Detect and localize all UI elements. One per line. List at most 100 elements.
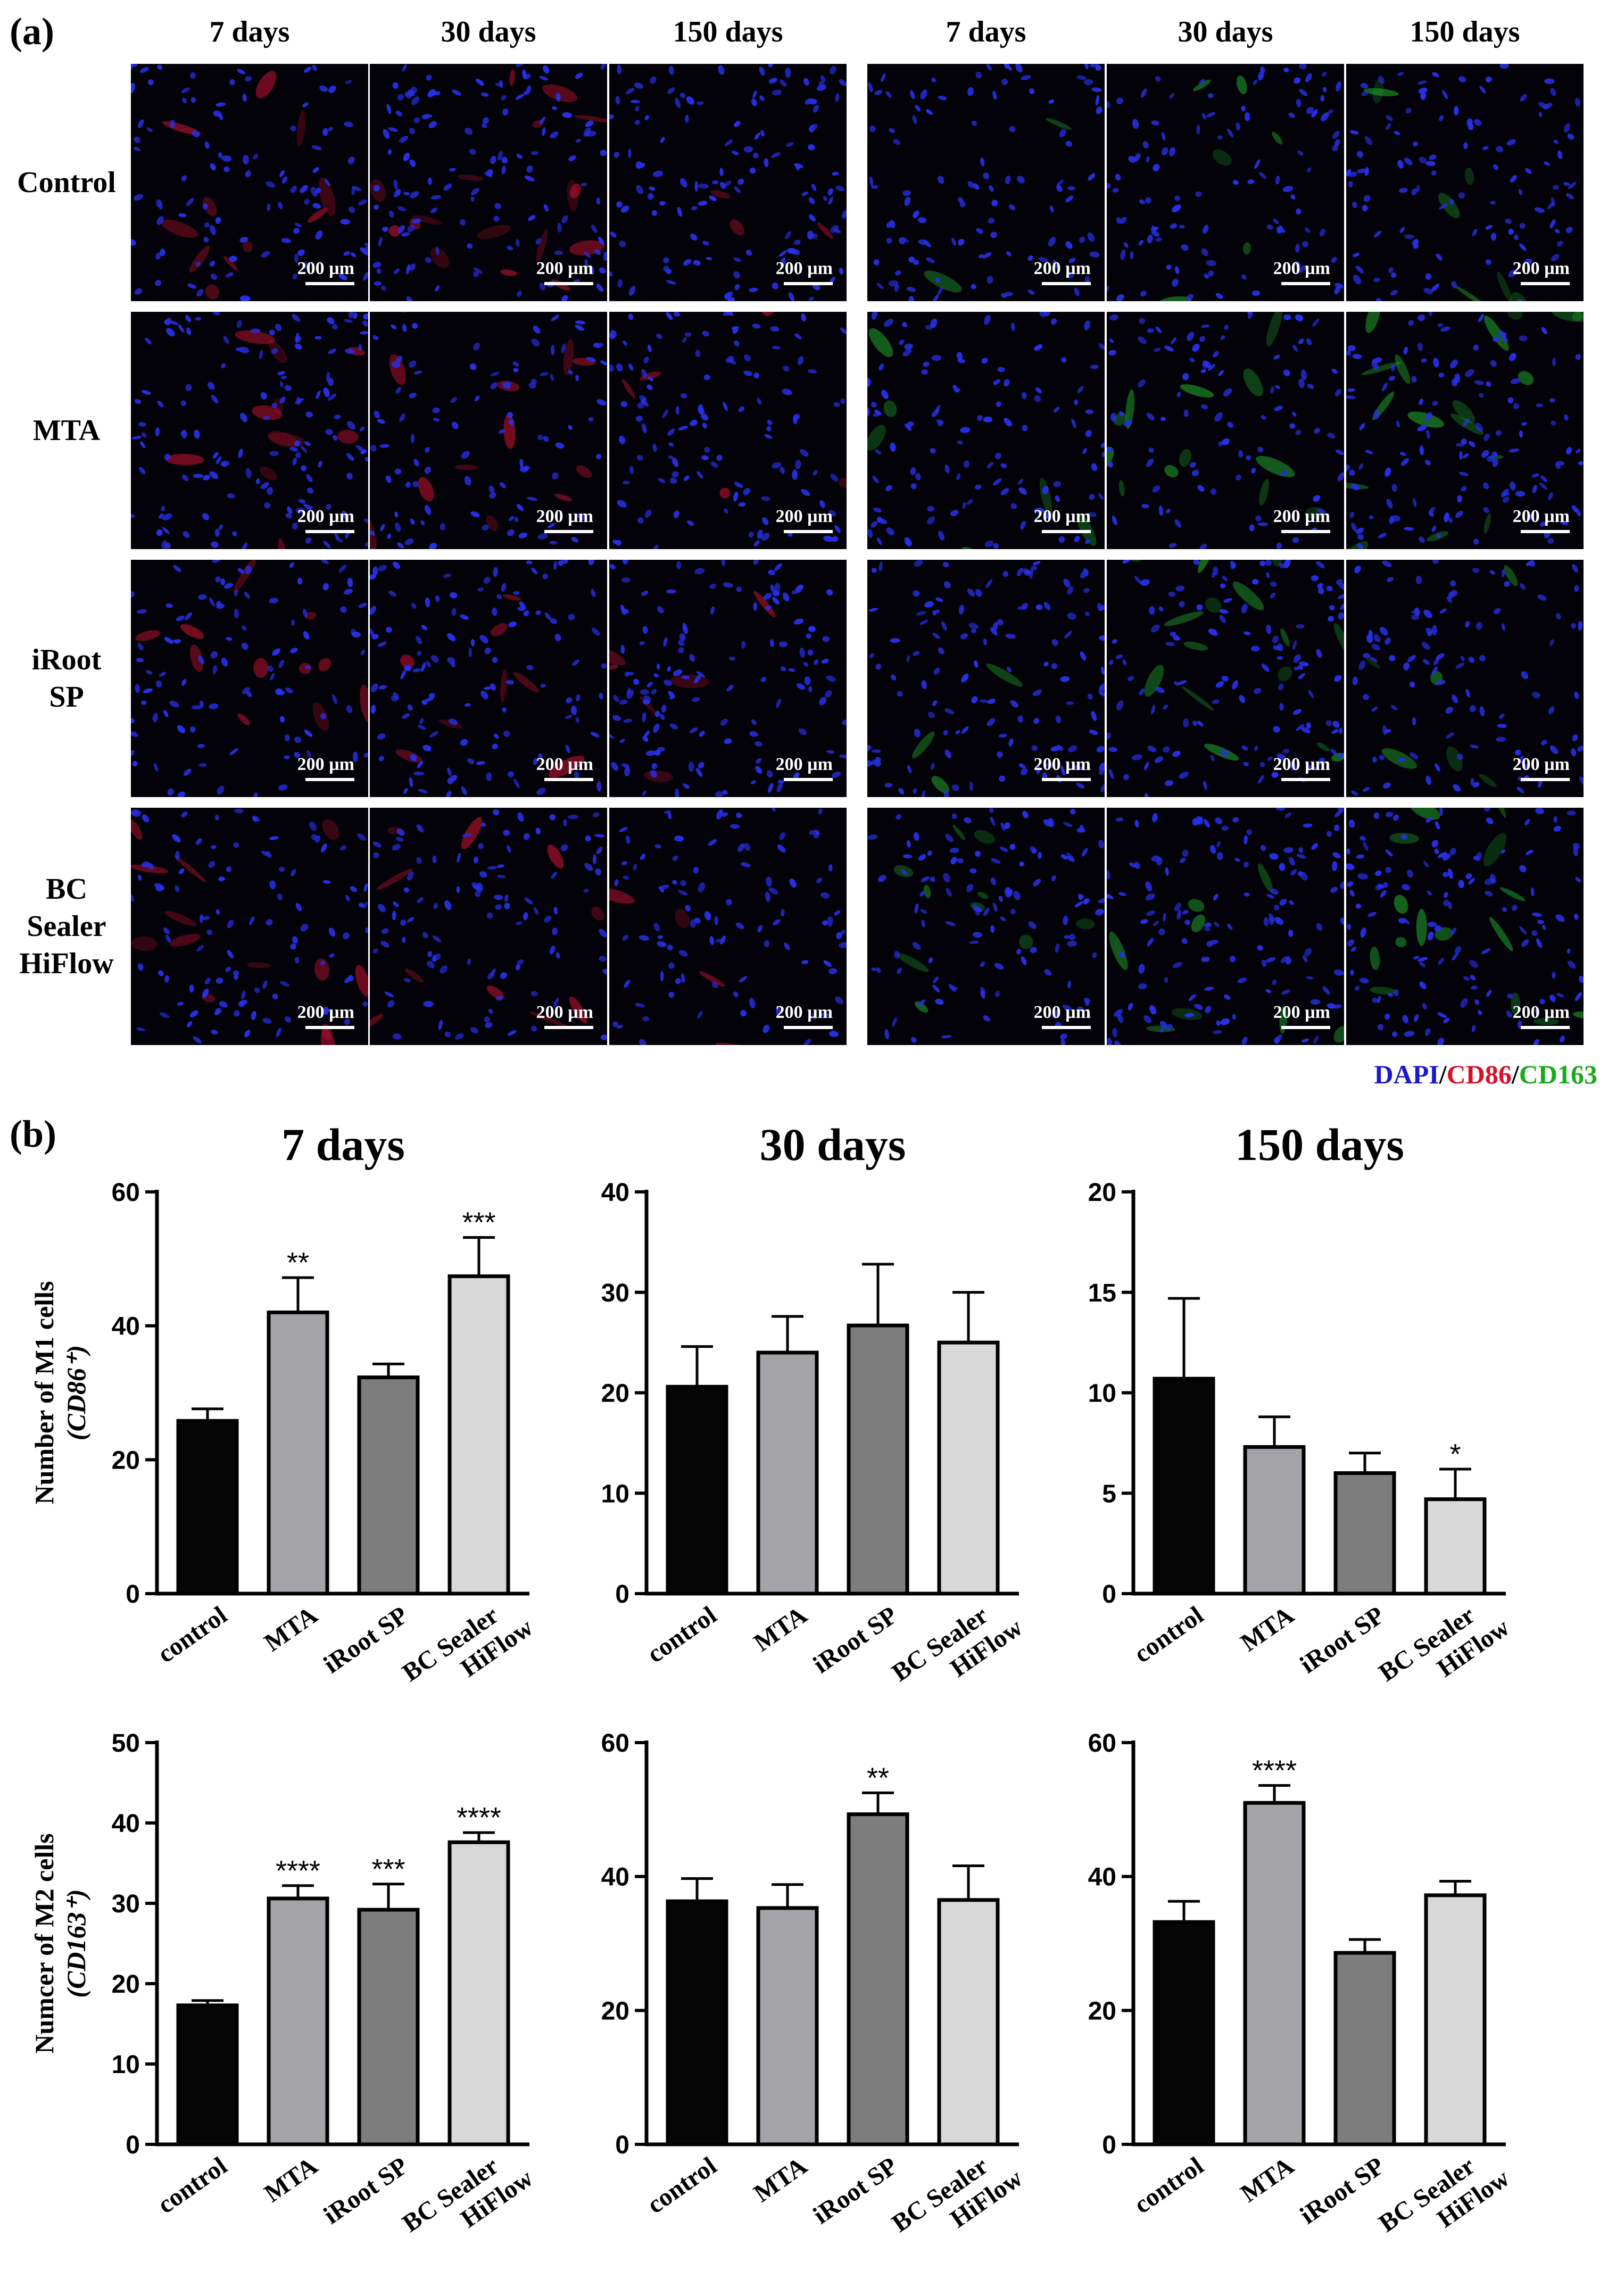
panel-a-label: (a) — [10, 10, 54, 53]
scale-bar — [784, 1026, 833, 1029]
micrograph-tile: 200 µm — [1346, 560, 1584, 797]
scale-bar-label: 200 µm — [536, 1002, 593, 1022]
significance-label: **** — [457, 1802, 501, 1834]
category-label: control — [642, 1601, 722, 1669]
significance-label: ** — [287, 1247, 309, 1279]
y-tick-label: 40 — [112, 1313, 140, 1341]
y-tick-label: 60 — [601, 1729, 629, 1758]
scale-bar — [1281, 1026, 1330, 1029]
scale-bar-label: 200 µm — [1273, 259, 1330, 278]
category-label: MTA — [1236, 1601, 1299, 1657]
category-label: BC SealerHiFlow — [887, 1588, 1028, 1711]
y-tick-label: 50 — [112, 1729, 140, 1758]
column-header: 7 days — [209, 15, 290, 48]
bar — [176, 2003, 239, 2146]
bar — [357, 1908, 420, 2146]
significance-label: ** — [867, 1762, 889, 1794]
micrograph-tile: 200 µm — [1107, 64, 1344, 301]
micrograph-tile: 200 µm — [609, 312, 847, 549]
y-tick-label: 20 — [112, 1970, 140, 1999]
scale-bar-label: 200 µm — [775, 259, 833, 278]
micrograph-tile: 200 µm — [1107, 808, 1344, 1045]
bar — [847, 1812, 909, 2146]
scale-bar — [1042, 778, 1091, 781]
scale-bar-label: 200 µm — [1512, 755, 1570, 774]
category-label: control — [153, 2152, 233, 2219]
category-label: iRoot SP — [808, 2152, 902, 2230]
bar — [447, 1840, 510, 2146]
micrograph-tile: 200 µm — [609, 64, 847, 301]
chart-4: 0 10 20 30 40 50 control **** MTA *** iRoot SP ****… — [29, 1729, 538, 2238]
scale-bar-label: 200 µm — [1033, 755, 1091, 774]
bar — [1153, 1377, 1215, 1596]
y-tick-label: 20 — [1088, 1179, 1116, 1207]
scale-bar-label: 200 µm — [536, 259, 593, 278]
y-tick-label: 0 — [1102, 1580, 1116, 1609]
stain-legend: DAPI/CD86/CD163 — [1374, 1059, 1597, 1090]
scale-bar — [1281, 282, 1330, 285]
y-tick-label: 40 — [601, 1863, 629, 1892]
y-tick-label: 0 — [615, 1580, 629, 1609]
scale-bar-label: 200 µm — [536, 507, 593, 526]
category-label: BC SealerHiFlow — [1374, 2139, 1515, 2262]
scale-bar-label: 200 µm — [1273, 755, 1330, 774]
micrograph-tile: 200 µm — [370, 560, 607, 797]
bar — [847, 1323, 909, 1596]
category-label: BC SealerHiFlow — [1374, 1588, 1515, 1711]
category-label: BC SealerHiFlow — [887, 2139, 1028, 2262]
bar — [267, 1311, 329, 1596]
panel-b-label: (b) — [10, 1113, 56, 1155]
scale-bar — [544, 1026, 593, 1029]
category-label: BC SealerHiFlow — [397, 1588, 538, 1711]
micrograph-tile: 200 µm — [370, 64, 607, 301]
micrograph-tile: 200 µm — [131, 560, 368, 797]
micrograph-tile: 200 µm — [1346, 64, 1584, 301]
scale-bar-label: 200 µm — [1273, 1002, 1330, 1022]
category-label: control — [153, 1601, 233, 1669]
category-label: MTA — [749, 2151, 812, 2208]
y-tick-label: 0 — [126, 1580, 140, 1609]
y-tick-label: 30 — [112, 1890, 140, 1918]
significance-label: * — [1449, 1438, 1461, 1470]
micrograph-tile: 200 µm — [131, 64, 368, 301]
chart-title: 30 days — [760, 1119, 906, 1170]
scale-bar — [1281, 530, 1330, 533]
micrograph-tile: 200 µm — [131, 312, 368, 549]
bar — [447, 1274, 510, 1596]
y-tick-label: 40 — [1088, 1863, 1116, 1892]
micrograph-tile: 200 µm — [867, 808, 1105, 1045]
scale-bar-label: 200 µm — [1033, 1002, 1091, 1022]
y-tick-label: 20 — [1088, 1997, 1116, 2025]
significance-label: **** — [1252, 1755, 1297, 1787]
bar — [756, 1350, 819, 1596]
category-label: control — [1129, 2152, 1209, 2219]
scale-bar — [305, 530, 354, 533]
bar — [666, 1385, 728, 1596]
column-header: 150 days — [673, 15, 783, 48]
legend-item: CD163 — [1519, 1059, 1597, 1089]
scale-bar — [1042, 530, 1091, 533]
scale-bar — [1042, 282, 1091, 285]
scale-bar-label: 200 µm — [1512, 507, 1570, 526]
y-tick-label: 30 — [601, 1279, 629, 1307]
legend-item: / — [1439, 1059, 1447, 1089]
bar — [1333, 1471, 1396, 1596]
micrograph-tile: 200 µm — [370, 808, 607, 1045]
scale-bar-label: 200 µm — [1273, 507, 1330, 526]
scale-bar — [1042, 1026, 1091, 1029]
y-tick-label: 20 — [601, 1997, 629, 2025]
category-label: control — [642, 2152, 722, 2219]
micrograph-tile: 200 µm — [609, 560, 847, 797]
y-tick-label: 60 — [1088, 1729, 1116, 1758]
bar — [1424, 1497, 1487, 1596]
column-header: 150 days — [1410, 15, 1520, 48]
scale-bar-label: 200 µm — [1512, 1002, 1570, 1022]
micrograph-tile: 200 µm — [1346, 312, 1584, 549]
scale-bar-label: 200 µm — [775, 755, 833, 774]
y-tick-label: 10 — [112, 2051, 140, 2079]
category-label: iRoot SP — [318, 1601, 413, 1679]
legend-item: DAPI — [1374, 1059, 1439, 1089]
chart-title: 150 days — [1235, 1119, 1404, 1170]
